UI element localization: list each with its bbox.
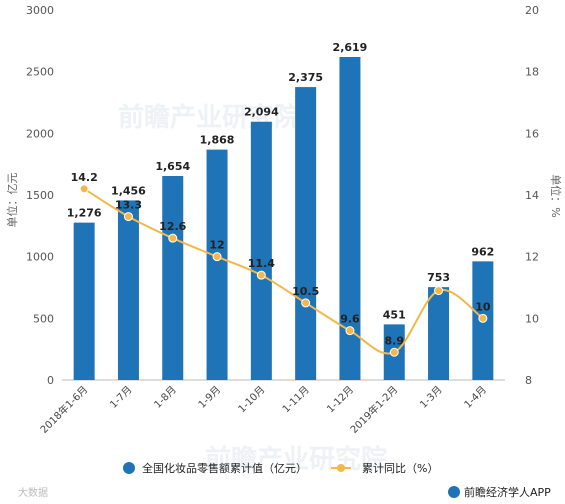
bar — [206, 149, 228, 380]
bar-value-label: 451 — [383, 308, 406, 321]
x-tick-label: 1-7月 — [107, 384, 134, 411]
bar-value-label: 962 — [471, 245, 494, 258]
bar — [117, 200, 139, 380]
y-right-tick-label: 10 — [525, 312, 539, 325]
line-point — [168, 233, 178, 243]
line-point — [434, 286, 444, 296]
y-left-tick-label: 1500 — [26, 189, 54, 202]
y-left-axis-title: 单位：亿元 — [5, 173, 19, 228]
y-right-tick-label: 16 — [525, 127, 539, 140]
y-right-tick-label: 18 — [525, 66, 539, 79]
y-left-tick-label: 1000 — [26, 251, 54, 264]
footer-source-text: 前瞻经济学人APP — [464, 485, 551, 499]
y-left-tick-label: 2500 — [26, 66, 54, 79]
y-right-tick-label: 20 — [525, 4, 539, 17]
bar-value-label: 2,619 — [333, 41, 368, 54]
y-right-axis-title: 单位：% — [549, 174, 563, 217]
legend: 全国化妆品零售额累计值（亿元） 累计同比（%） — [123, 461, 438, 475]
line-path — [83, 187, 484, 355]
y-right-tick-label: 14 — [525, 189, 539, 202]
bar — [428, 287, 450, 380]
x-tick-label: 1-11月 — [280, 384, 312, 416]
y-left-tick-label: 500 — [33, 312, 54, 325]
line-point — [256, 270, 266, 280]
line-value-label: 10 — [475, 300, 491, 313]
bar-value-label: 2,094 — [244, 106, 279, 119]
x-tick-label: 1-10月 — [236, 384, 268, 416]
line-value-label: 9.6 — [340, 313, 360, 326]
line-series: 14.2 13.3 12.6 12 11.4 10.5 9.6 8.9 10 — [71, 171, 491, 357]
line-point — [478, 313, 488, 323]
footer: 大数据 前瞻经济学人APP — [18, 485, 551, 499]
bar-value-label: 1,654 — [155, 160, 190, 173]
bar — [339, 56, 361, 381]
bar-value-label: 1,868 — [200, 134, 235, 147]
bar — [73, 222, 95, 380]
y-right-tick-label: 8 — [525, 374, 532, 387]
x-tick-label: 1-12月 — [324, 384, 356, 416]
line-value-label: 12.6 — [159, 220, 186, 233]
bar — [162, 176, 184, 380]
line-point — [345, 326, 355, 336]
legend-bar-label: 全国化妆品零售额累计值（亿元） — [142, 461, 307, 475]
bar-value-label: 2,375 — [288, 71, 323, 84]
x-tick-label: 1-9月 — [196, 384, 223, 411]
app-logo-icon — [448, 486, 460, 498]
line-value-label: 13.3 — [115, 199, 142, 212]
line-value-label: 8.9 — [385, 334, 405, 347]
line-point — [123, 212, 133, 222]
line-value-label: 14.2 — [71, 171, 98, 184]
bar-value-label: 1,276 — [67, 207, 102, 220]
legend-bar-swatch — [123, 462, 135, 474]
y-right-tick-label: 12 — [525, 251, 539, 264]
legend-line-label: 累计同比（%） — [362, 462, 438, 475]
legend-line-marker — [337, 464, 345, 472]
line-value-label: 10.5 — [292, 285, 319, 298]
line-point — [79, 184, 89, 194]
line-point — [301, 298, 311, 308]
y-left-tick-label: 0 — [47, 374, 54, 387]
footer-left-text: 大数据 — [18, 486, 48, 499]
y-left-tick-label: 3000 — [26, 4, 54, 17]
x-tick-label: 1-8月 — [152, 384, 179, 411]
bar-value-label: 1,456 — [111, 184, 146, 197]
y-left-tick-label: 2000 — [26, 127, 54, 140]
line-value-label: 11.4 — [248, 257, 275, 270]
x-tick-label: 1-3月 — [418, 384, 445, 411]
bar-value-label: 753 — [427, 271, 450, 284]
line-point — [389, 347, 399, 357]
watermarks: 前瞻产业研究院 前瞻产业研究院 — [118, 102, 387, 475]
x-tick-label: 2018年1-6月 — [37, 383, 90, 436]
line-value-label: 12 — [209, 239, 224, 252]
watermark-text-2: 前瞻产业研究院 — [205, 444, 387, 475]
x-tick-label: 2019年1-2月 — [347, 383, 400, 436]
x-tick-label: 1-4月 — [462, 384, 489, 411]
bar — [295, 87, 317, 380]
line-point — [212, 252, 222, 262]
bar — [250, 121, 272, 381]
